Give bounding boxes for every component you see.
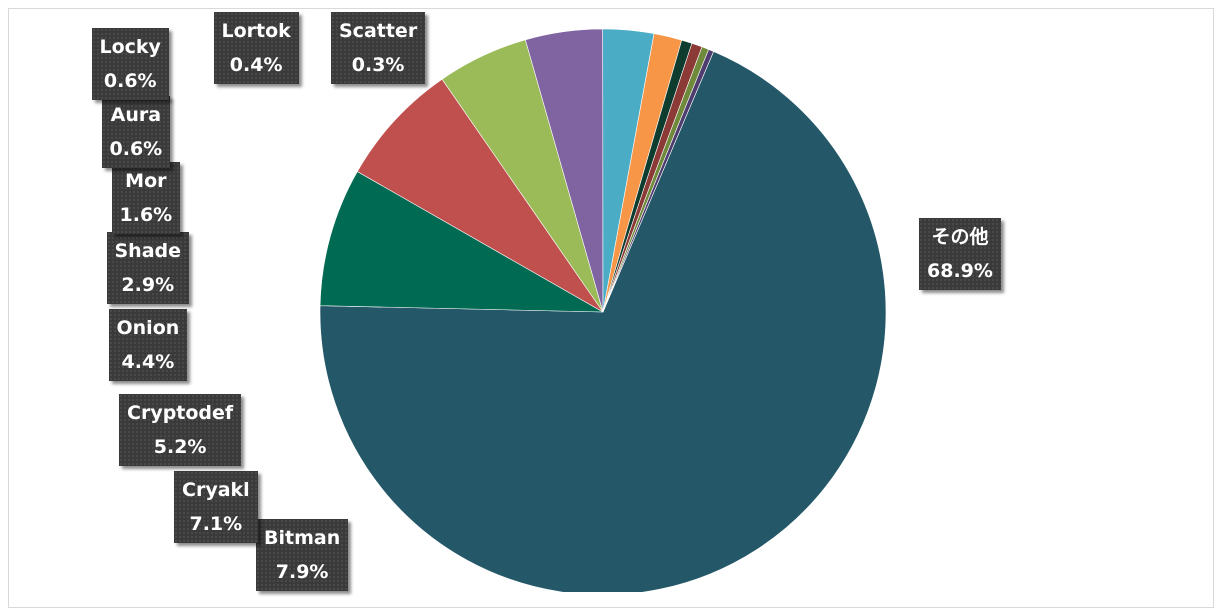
data-label-value: 7.1% bbox=[189, 513, 243, 535]
pie-slice-Bitman bbox=[319, 171, 604, 313]
data-label-name: Locky bbox=[99, 36, 161, 58]
data-label-value: 2.9% bbox=[121, 274, 175, 296]
data-label-Scatter: Scatter 0.3% bbox=[331, 12, 426, 84]
data-label-name: Onion bbox=[116, 317, 180, 339]
data-label-Cryakl: Cryakl 7.1% bbox=[174, 471, 258, 543]
data-label-name: その他 bbox=[931, 226, 989, 248]
data-label-value: 1.6% bbox=[119, 204, 173, 226]
pie-slice-その他 bbox=[319, 51, 887, 592]
data-label-name: Cryakl bbox=[182, 479, 250, 501]
data-label-Locky: Locky 0.6% bbox=[91, 28, 169, 100]
data-label-Bitman: Bitman 7.9% bbox=[256, 519, 349, 591]
data-label-name: Aura bbox=[110, 104, 162, 126]
data-label-name: Lortok bbox=[221, 20, 291, 42]
pie-slice-Cryakl bbox=[356, 78, 604, 313]
data-label-name: Bitman bbox=[264, 527, 341, 549]
pie-slice-Scatter bbox=[602, 49, 714, 313]
data-label-Aura: Aura 0.6% bbox=[101, 96, 171, 168]
data-label-value: 0.3% bbox=[351, 54, 405, 76]
data-label-value: 0.6% bbox=[109, 138, 163, 160]
data-label-Cryptodef: Cryptodef 5.2% bbox=[119, 394, 242, 466]
data-label-Onion: Onion 4.4% bbox=[108, 309, 188, 381]
data-label-その他: その他 68.9% bbox=[919, 218, 1001, 290]
data-label-name: Cryptodef bbox=[127, 402, 234, 424]
data-label-value: 7.9% bbox=[275, 561, 329, 583]
data-label-Shade: Shade 2.9% bbox=[106, 232, 190, 304]
data-label-name: Mor bbox=[125, 170, 167, 192]
pie-chart bbox=[319, 28, 887, 592]
data-label-value: 5.2% bbox=[153, 436, 207, 458]
data-label-value: 68.9% bbox=[927, 260, 993, 282]
data-label-name: Shade bbox=[114, 240, 182, 262]
data-label-name: Scatter bbox=[339, 20, 418, 42]
data-label-value: 0.6% bbox=[103, 70, 157, 92]
data-label-value: 0.4% bbox=[229, 54, 283, 76]
data-label-Mor: Mor 1.6% bbox=[111, 162, 181, 234]
data-label-Lortok: Lortok 0.4% bbox=[213, 12, 299, 84]
data-label-value: 4.4% bbox=[121, 351, 175, 373]
